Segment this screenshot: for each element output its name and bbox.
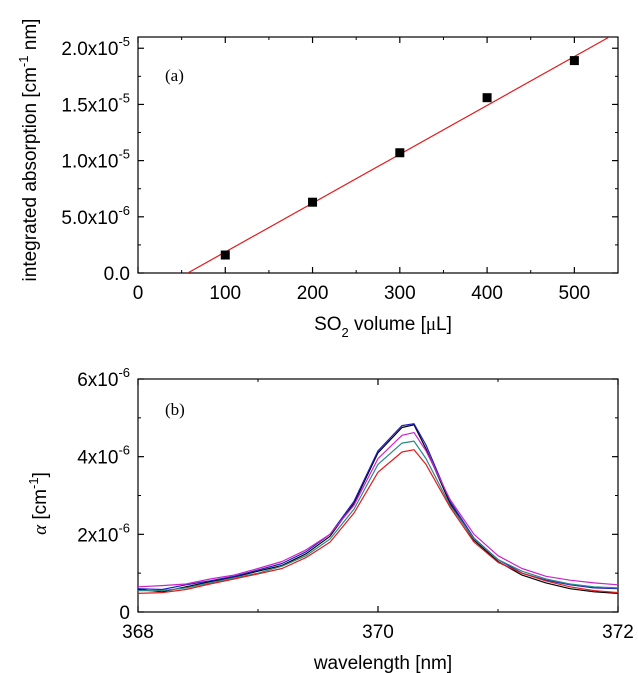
data-point — [220, 250, 230, 260]
y-tick-exponent: -6 — [118, 443, 130, 458]
y-axis-title-part: ] — [30, 472, 51, 477]
y-tick-mantissa: 1.0x10 — [61, 152, 118, 173]
y-tick-mantissa: 1.5x10 — [61, 95, 118, 116]
y-tick-label: 4x10-6 — [77, 443, 130, 469]
panel-label: (a) — [165, 66, 184, 85]
y-tick-mantissa: 2.0x10 — [61, 39, 118, 60]
series-line-4 — [138, 440, 618, 592]
x-tick-label: 0 — [133, 283, 144, 304]
y-tick-exponent: -5 — [118, 147, 130, 162]
x-axis-title-mu: μ — [426, 314, 436, 335]
y-tick-exponent: -6 — [118, 365, 130, 380]
x-tick-label: 400 — [471, 283, 503, 304]
y-axis-title: α [cm-1] — [26, 472, 51, 535]
panel-label: (b) — [165, 400, 185, 419]
y-tick-label: 2x10-6 — [77, 520, 130, 546]
y-axis-title: integrated absorption [cm-1 nm] — [16, 19, 41, 282]
y-tick-exponent: -6 — [118, 203, 130, 218]
y-tick-label: 0 — [119, 603, 130, 624]
x-axis-title: wavelength [nm] — [313, 653, 452, 673]
x-tick-label: 368 — [122, 622, 154, 643]
y-axis-title-alpha: α — [30, 524, 51, 535]
y-tick-mantissa: 0 — [119, 603, 130, 624]
y-axis-title-superscript: -1 — [16, 55, 31, 67]
x-tick-label: 500 — [559, 283, 591, 304]
data-point — [569, 56, 579, 66]
y-tick-label: 6x10-6 — [77, 365, 130, 391]
x-axis-title: SO2 volume [μL] — [314, 314, 452, 340]
x-tick-label: 100 — [209, 283, 241, 304]
y-tick-mantissa: 2x10 — [77, 525, 118, 546]
plot-frame — [137, 36, 619, 274]
x-tick-label: 300 — [384, 283, 416, 304]
panel-a: 0 100 200 300 400 5000.05.0x10-61.0x10-51.5x1… — [16, 19, 619, 340]
series-line-3 — [138, 432, 618, 588]
x-tick-label: 370 — [362, 622, 394, 643]
y-axis-title-part: integrated absorption [cm — [20, 67, 41, 281]
y-tick-mantissa: 5.0x10 — [61, 208, 118, 229]
y-tick-mantissa: 4x10 — [77, 448, 118, 469]
y-tick-label: 1.0x10-5 — [61, 147, 130, 173]
x-axis-title-part: SO — [314, 314, 341, 335]
y-axis-title-part: [cm — [30, 489, 51, 525]
series-line-1 — [138, 424, 618, 594]
y-tick-mantissa: 6x10 — [77, 370, 118, 391]
y-tick-label: 2.0x10-5 — [61, 34, 130, 60]
panel-b: 368 370 37202x10-64x10-66x10-6(b)wavelengt… — [26, 365, 634, 673]
x-tick-label: 200 — [297, 283, 329, 304]
y-tick-label: 0.0 — [104, 264, 130, 285]
y-tick-label: 1.5x10-5 — [61, 90, 130, 116]
x-tick-label: 372 — [602, 622, 634, 643]
data-point — [482, 93, 492, 103]
y-tick-mantissa: 0.0 — [104, 264, 130, 285]
data-point — [308, 197, 318, 207]
y-axis-title-superscript: -1 — [26, 477, 41, 489]
x-axis-title-part: L] — [436, 314, 452, 335]
y-tick-exponent: -5 — [118, 34, 130, 49]
data-point — [395, 148, 405, 158]
y-tick-exponent: -6 — [118, 520, 130, 535]
y-tick-label: 5.0x10-6 — [61, 203, 130, 229]
x-axis-title-part: volume [ — [349, 314, 427, 335]
x-axis-title-subscript: 2 — [342, 325, 349, 340]
plot-frame — [137, 378, 619, 613]
series-line-2 — [138, 423, 618, 591]
y-tick-exponent: -5 — [118, 90, 130, 105]
series-line-5 — [138, 449, 618, 594]
y-axis-title-part: nm] — [20, 19, 41, 56]
